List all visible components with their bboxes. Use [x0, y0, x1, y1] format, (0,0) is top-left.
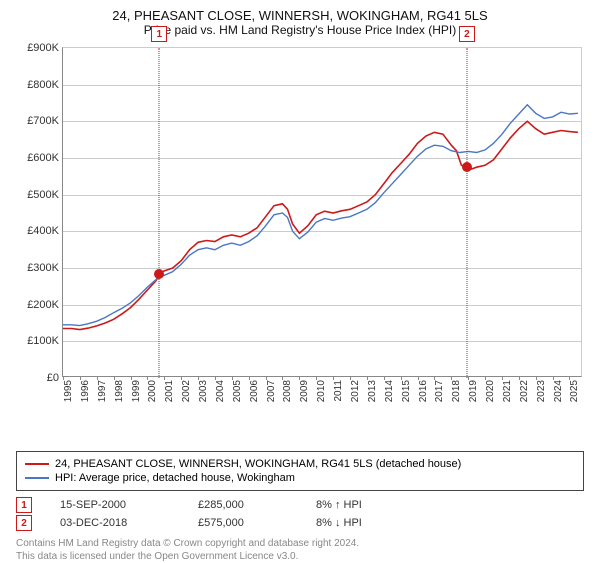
marker-price: £575,000 [198, 517, 288, 529]
chart-area: £0 £100K £200K £300K £400K £500K £600K £700K £80… [16, 43, 584, 413]
x-tick-label: 2021 [502, 380, 513, 402]
x-tick-label: 2020 [485, 380, 496, 402]
footer-line-2: This data is licensed under the Open Gov… [16, 551, 298, 562]
x-tick-label: 2003 [198, 380, 209, 402]
legend-label: HPI: Average price, detached house, Woki… [55, 472, 295, 484]
x-tick-label: 2014 [384, 380, 395, 402]
x-tick-label: 2016 [418, 380, 429, 402]
plot-region: £0£100K£200K£300K£400K£500K£600K£700K£80… [62, 47, 582, 377]
y-tick-label: £300K [27, 262, 63, 274]
y-tick-label: £600K [27, 152, 63, 164]
x-tick-label: 1996 [80, 380, 91, 402]
chart-title: 24, PHEASANT CLOSE, WINNERSH, WOKINGHAM,… [16, 8, 584, 23]
legend-box: 24, PHEASANT CLOSE, WINNERSH, WOKINGHAM,… [16, 451, 584, 491]
x-tick-label: 2011 [333, 380, 344, 402]
x-tick-label: 2004 [215, 380, 226, 402]
series-svg [63, 48, 583, 378]
x-tick-label: 2022 [519, 380, 530, 402]
x-tick-label: 2015 [401, 380, 412, 402]
x-tick-label: 2007 [266, 380, 277, 402]
legend-item: 24, PHEASANT CLOSE, WINNERSH, WOKINGHAM,… [25, 458, 575, 470]
y-tick-label: £700K [27, 115, 63, 127]
x-tick-label: 2001 [164, 380, 175, 402]
x-tick-label: 2012 [350, 380, 361, 402]
x-tick-label: 2006 [249, 380, 260, 402]
series-price_paid [63, 121, 578, 329]
x-tick-label: 2024 [553, 380, 564, 402]
x-tick-label: 2000 [147, 380, 158, 402]
marker-change: 8% ↑ HPI [316, 499, 362, 511]
marker-table-box: 2 [16, 515, 32, 531]
y-tick-label: £400K [27, 225, 63, 237]
x-tick-label: 2008 [282, 380, 293, 402]
marker-change: 8% ↓ HPI [316, 517, 362, 529]
marker-date: 15-SEP-2000 [60, 499, 170, 511]
x-tick-label: 1997 [97, 380, 108, 402]
y-tick-label: £100K [27, 335, 63, 347]
x-tick-label: 1995 [63, 380, 74, 402]
series-hpi [63, 105, 578, 326]
x-tick-label: 2025 [569, 380, 580, 402]
legend-item: HPI: Average price, detached house, Woki… [25, 472, 575, 484]
x-tick-label: 2002 [181, 380, 192, 402]
y-tick-label: £0 [47, 372, 63, 384]
marker-table: 1 15-SEP-2000 £285,000 8% ↑ HPI 2 03-DEC-2018… [16, 497, 584, 531]
legend-swatch [25, 463, 49, 465]
footer-text: Contains HM Land Registry data © Crown c… [16, 537, 584, 563]
marker-table-row: 1 15-SEP-2000 £285,000 8% ↑ HPI [16, 497, 584, 513]
x-tick-label: 2019 [468, 380, 479, 402]
x-tick-label: 1999 [131, 380, 142, 402]
y-tick-label: £800K [27, 79, 63, 91]
legend-swatch [25, 477, 49, 479]
legend-label: 24, PHEASANT CLOSE, WINNERSH, WOKINGHAM,… [55, 458, 461, 470]
marker-table-row: 2 03-DEC-2018 £575,000 8% ↓ HPI [16, 515, 584, 531]
marker-price: £285,000 [198, 499, 288, 511]
footer-line-1: Contains HM Land Registry data © Crown c… [16, 538, 359, 549]
y-tick-label: £200K [27, 299, 63, 311]
chart-subtitle: Price paid vs. HM Land Registry's House … [16, 23, 584, 37]
y-tick-label: £500K [27, 189, 63, 201]
x-tick-label: 2018 [451, 380, 462, 402]
x-tick-label: 1998 [114, 380, 125, 402]
x-tick-label: 2009 [299, 380, 310, 402]
x-tick-label: 2023 [536, 380, 547, 402]
x-tick-label: 2005 [232, 380, 243, 402]
marker-date: 03-DEC-2018 [60, 517, 170, 529]
x-tick-label: 2017 [434, 380, 445, 402]
x-tick-label: 2010 [316, 380, 327, 402]
x-tick-label: 2013 [367, 380, 378, 402]
y-tick-label: £900K [27, 42, 63, 54]
marker-table-box: 1 [16, 497, 32, 513]
